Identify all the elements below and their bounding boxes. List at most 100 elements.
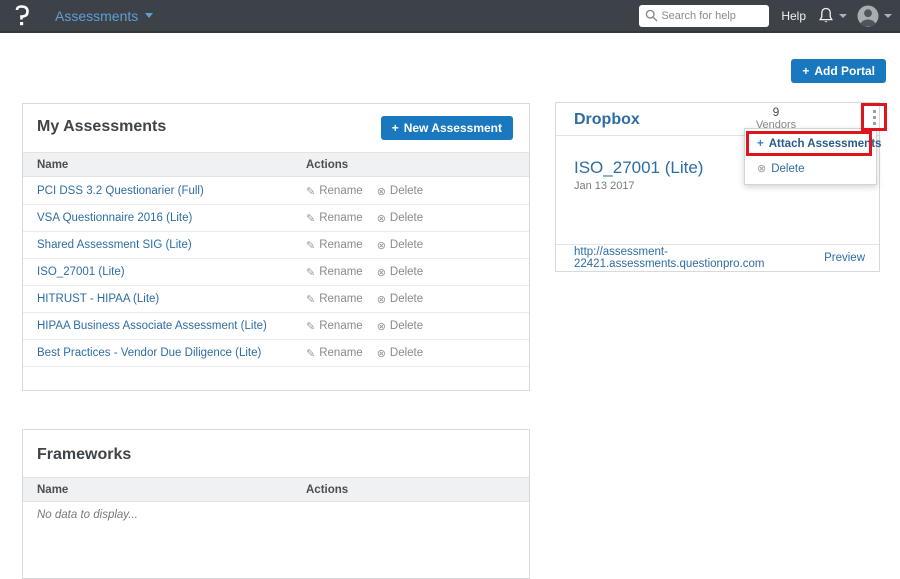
assessment-link[interactable]: ISO_27001 (Lite) bbox=[37, 266, 125, 278]
dropbox-title: Dropbox bbox=[574, 111, 640, 128]
table-row: PCI DSS 3.2 Questionarier (Full) ✎ Rename… bbox=[23, 178, 529, 205]
topbar: Assessments Help bbox=[0, 0, 900, 33]
chevron-down-icon bbox=[884, 13, 892, 18]
delete-button[interactable]: ⊗ Delete bbox=[377, 185, 423, 198]
rename-button[interactable]: ✎ Rename bbox=[306, 320, 363, 333]
my-assessments-panel: My Assessments + New Assessment Name Acti… bbox=[22, 103, 530, 391]
delete-icon: ⊗ bbox=[376, 293, 386, 306]
dropbox-assessment-date: Jan 13 2017 bbox=[574, 180, 635, 192]
rename-button[interactable]: ✎ Rename bbox=[306, 185, 363, 198]
delete-button[interactable]: ⊗ Delete bbox=[377, 347, 423, 360]
delete-label: Delete bbox=[389, 185, 424, 197]
delete-button[interactable]: ⊗ Delete bbox=[377, 212, 423, 225]
assessment-link[interactable]: HIPAA Business Associate Assessment (Lit… bbox=[37, 320, 267, 332]
attach-assessments-menu-item[interactable]: + Attach Assessments bbox=[757, 138, 881, 150]
assessment-link[interactable]: HITRUST - HIPAA (Lite) bbox=[37, 293, 160, 305]
table-body: PCI DSS 3.2 Questionarier (Full) ✎ Rename… bbox=[23, 178, 529, 367]
plus-icon: + bbox=[802, 64, 810, 78]
rename-button[interactable]: ✎ Rename bbox=[306, 212, 363, 225]
delete-icon: ⊗ bbox=[757, 163, 767, 175]
rename-label: Rename bbox=[319, 293, 363, 305]
add-portal-button[interactable]: + Add Portal bbox=[791, 59, 886, 83]
delete-button[interactable]: ⊗ Delete bbox=[377, 320, 423, 333]
column-name: Name bbox=[37, 483, 69, 496]
search-icon bbox=[646, 9, 658, 21]
rename-label: Rename bbox=[319, 320, 363, 332]
empty-state-text: No data to display... bbox=[37, 509, 138, 521]
notifications-menu[interactable] bbox=[818, 7, 847, 25]
delete-menu-item[interactable]: ⊗ Delete bbox=[757, 162, 805, 176]
delete-label: Delete bbox=[389, 347, 424, 359]
account-menu[interactable] bbox=[857, 5, 892, 27]
edit-icon: ✎ bbox=[306, 212, 316, 225]
edit-icon: ✎ bbox=[306, 239, 316, 252]
questionpro-logo[interactable] bbox=[13, 5, 30, 26]
table-header: Name Actions bbox=[23, 477, 529, 502]
delete-label: Delete bbox=[389, 320, 424, 332]
delete-menu-label: Delete bbox=[771, 162, 805, 175]
topbar-right: Help bbox=[639, 4, 892, 27]
rename-button[interactable]: ✎ Rename bbox=[306, 239, 363, 252]
help-search bbox=[639, 4, 770, 27]
delete-button[interactable]: ⊗ Delete bbox=[377, 293, 423, 306]
column-actions: Actions bbox=[306, 158, 349, 171]
app-menu-label: Assessments bbox=[55, 7, 139, 24]
delete-icon: ⊗ bbox=[376, 239, 386, 252]
delete-button[interactable]: ⊗ Delete bbox=[377, 239, 423, 252]
rename-label: Rename bbox=[319, 185, 363, 197]
delete-icon: ⊗ bbox=[376, 266, 386, 279]
plus-icon: + bbox=[391, 121, 399, 135]
new-assessment-button[interactable]: + New Assessment bbox=[380, 116, 513, 140]
assessment-link[interactable]: Best Practices - Vendor Due Diligence (L… bbox=[37, 347, 262, 359]
chevron-down-icon bbox=[839, 13, 847, 18]
delete-label: Delete bbox=[389, 239, 424, 251]
delete-label: Delete bbox=[389, 212, 424, 224]
delete-label: Delete bbox=[389, 293, 424, 305]
assessment-link[interactable]: PCI DSS 3.2 Questionarier (Full) bbox=[37, 185, 204, 197]
chevron-down-icon bbox=[145, 13, 154, 18]
rename-button[interactable]: ✎ Rename bbox=[306, 266, 363, 279]
column-name: Name bbox=[37, 158, 69, 171]
kebab-menu-icon[interactable] bbox=[869, 110, 879, 128]
dropbox-panel: Dropbox 9 Vendors ISO_27001 (Lite) Jan 1… bbox=[555, 102, 880, 272]
delete-icon: ⊗ bbox=[376, 212, 386, 225]
attach-assessments-label: Attach Assessments bbox=[768, 138, 882, 150]
edit-icon: ✎ bbox=[306, 266, 316, 279]
search-input[interactable] bbox=[639, 4, 770, 27]
rename-label: Rename bbox=[319, 239, 363, 251]
rename-label: Rename bbox=[319, 347, 363, 359]
table-row: Best Practices - Vendor Due Diligence (L… bbox=[23, 340, 529, 367]
table-row: Shared Assessment SIG (Lite) ✎ Rename ⊗ De… bbox=[23, 232, 529, 259]
vendor-count-number: 9 bbox=[772, 105, 780, 119]
dropbox-assessment-link[interactable]: ISO_27001 (Lite) bbox=[574, 158, 704, 177]
panel-title: My Assessments bbox=[37, 118, 167, 135]
table-row: VSA Questionnaire 2016 (Lite) ✎ Rename ⊗ D… bbox=[23, 205, 529, 232]
logo-glyph bbox=[15, 5, 29, 26]
new-assessment-label: New Assessment bbox=[403, 121, 502, 135]
preview-link[interactable]: Preview bbox=[824, 252, 865, 264]
table-row: HITRUST - HIPAA (Lite) ✎ Rename ⊗ Delete bbox=[23, 286, 529, 313]
edit-icon: ✎ bbox=[306, 347, 316, 360]
delete-button[interactable]: ⊗ Delete bbox=[377, 266, 423, 279]
add-portal-label: Add Portal bbox=[814, 64, 875, 78]
dropbox-dropdown-menu: + Attach Assessments ⊗ Delete bbox=[744, 128, 881, 185]
avatar bbox=[857, 5, 879, 26]
table-row: HIPAA Business Associate Assessment (Lit… bbox=[23, 313, 529, 340]
edit-icon: ✎ bbox=[306, 185, 316, 198]
frameworks-panel: Frameworks Name Actions No data to displ… bbox=[22, 429, 530, 579]
column-actions: Actions bbox=[306, 483, 349, 496]
dropbox-url-link[interactable]: http://assessment-22421.assessments.ques… bbox=[574, 246, 765, 270]
rename-button[interactable]: ✎ Rename bbox=[306, 293, 363, 306]
delete-label: Delete bbox=[389, 266, 424, 278]
panel-title: Frameworks bbox=[37, 446, 132, 463]
delete-icon: ⊗ bbox=[376, 320, 386, 333]
assessment-link[interactable]: VSA Questionnaire 2016 (Lite) bbox=[37, 212, 193, 224]
assessment-link[interactable]: Shared Assessment SIG (Lite) bbox=[37, 239, 192, 251]
edit-icon: ✎ bbox=[306, 293, 316, 306]
dropbox-footer: http://assessment-22421.assessments.ques… bbox=[556, 244, 879, 271]
edit-icon: ✎ bbox=[306, 320, 316, 333]
help-link[interactable]: Help bbox=[781, 8, 806, 23]
rename-label: Rename bbox=[319, 266, 363, 278]
rename-button[interactable]: ✎ Rename bbox=[306, 347, 363, 360]
app-menu-assessments[interactable]: Assessments bbox=[55, 7, 154, 24]
